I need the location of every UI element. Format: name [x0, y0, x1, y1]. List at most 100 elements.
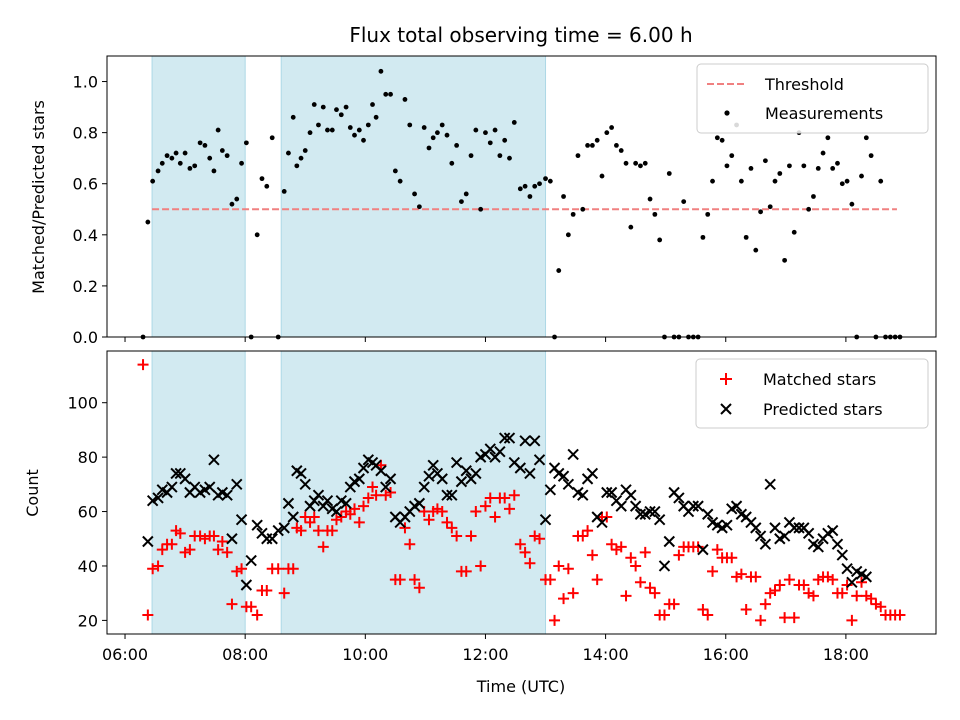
predicted-star-marker — [278, 522, 290, 534]
matched-star-marker — [272, 563, 284, 575]
matched-star-marker — [245, 601, 257, 613]
matched-star-marker — [295, 525, 307, 537]
matched-star-marker — [362, 492, 374, 504]
measurement-point — [767, 204, 773, 210]
measurement-point — [743, 234, 749, 240]
predicted-star-marker — [295, 467, 307, 480]
y-tick-label: 40 — [78, 557, 98, 576]
matched-star-marker — [649, 587, 661, 599]
measurement-point — [825, 135, 831, 141]
predicted-star-marker — [235, 514, 248, 526]
matched-star-marker — [740, 604, 752, 616]
y-tick-label: 0.2 — [73, 277, 98, 296]
matched-star-marker — [508, 489, 520, 501]
predicted-star-marker — [413, 497, 426, 510]
measurement-point — [762, 158, 768, 164]
measurement-point — [197, 140, 203, 146]
measurement-point — [325, 127, 330, 133]
measurement-point — [614, 143, 619, 148]
legend-measurements-swatch — [724, 110, 730, 116]
measurement-point — [468, 153, 474, 159]
matched-star-marker — [436, 506, 448, 518]
measurement-point — [416, 204, 422, 210]
predicted-star-marker — [846, 576, 858, 589]
matched-star-marker — [499, 492, 511, 504]
matched-star-marker — [846, 614, 858, 626]
observing-window-band — [280, 350, 547, 635]
matched-star-marker — [367, 481, 379, 493]
measurement-point — [173, 150, 179, 156]
ratio-y-axis-label: Matched/Predicted stars — [29, 100, 48, 294]
chart-title: Flux total observing time = 6.00 h — [349, 23, 692, 47]
measurement-point — [352, 132, 357, 138]
predicted-star-marker — [455, 475, 468, 488]
matched-star-marker — [851, 590, 863, 602]
predicted-star-marker — [470, 467, 482, 480]
matched-star-marker — [441, 516, 453, 528]
measurement-point — [705, 211, 711, 217]
measurement-point — [412, 191, 417, 197]
measurement-point — [647, 196, 653, 202]
measurement-point — [254, 232, 260, 238]
measurement-point — [307, 130, 313, 136]
matched-star-marker — [856, 576, 868, 588]
matched-star-marker — [404, 538, 416, 550]
measurement-point — [449, 160, 455, 166]
count-legend-box — [695, 358, 929, 429]
matched-star-marker — [783, 574, 795, 586]
predicted-star-marker — [446, 489, 458, 501]
measurement-point — [547, 178, 553, 184]
measurement-point — [719, 137, 725, 143]
measurement-point — [169, 155, 175, 161]
predicted-star-marker — [860, 571, 873, 583]
predicted-star-marker — [384, 473, 397, 485]
measurement-point — [585, 143, 590, 148]
predicted-star-marker — [240, 579, 253, 591]
measurement-point — [430, 135, 436, 141]
matched-star-marker — [755, 614, 767, 626]
measurement-point — [388, 91, 393, 97]
measurement-point — [565, 232, 571, 238]
matched-star-marker — [216, 535, 228, 547]
measurement-point — [302, 148, 308, 153]
matched-star-marker — [208, 530, 220, 542]
matched-star-marker — [409, 574, 421, 586]
matched-star-marker — [692, 541, 704, 553]
measurement-point — [187, 166, 193, 171]
matched-star-marker — [639, 546, 651, 558]
measurement-point — [811, 194, 816, 199]
matched-star-marker — [326, 525, 338, 537]
predicted-star-marker — [601, 486, 613, 499]
matched-star-marker — [137, 359, 149, 371]
measurement-point — [666, 171, 672, 176]
measurement-point — [361, 137, 366, 143]
predicted-star-marker — [692, 500, 704, 512]
matched-star-marker — [308, 511, 320, 523]
matched-star-marker — [348, 503, 360, 515]
measurement-point — [402, 97, 408, 102]
predicted-star-marker — [146, 494, 159, 507]
y-tick-label: 0.6 — [73, 175, 98, 194]
measurement-point — [522, 183, 528, 189]
measurement-point — [863, 135, 869, 141]
measurement-point — [642, 160, 648, 166]
matched-star-marker — [759, 598, 771, 610]
predicted-star-marker — [380, 481, 392, 493]
measurement-point — [748, 166, 754, 171]
matched-star-marker — [586, 549, 598, 561]
predicted-star-marker — [450, 456, 463, 469]
measurement-point — [839, 181, 845, 187]
predicted-star-marker — [629, 500, 642, 512]
measurement-point — [710, 178, 715, 184]
count-x-axis: 06:00 08:00 10:00 12:00 14:00 16:00 18:00 — [102, 634, 869, 664]
measurement-point — [772, 178, 778, 184]
legend-measurements-label: Measurements — [765, 104, 883, 123]
matched-star-marker — [156, 544, 168, 556]
measurement-point — [316, 122, 321, 128]
matched-star-marker — [370, 489, 382, 501]
measurement-point — [294, 163, 300, 169]
ratio-y-axis: 0.0 0.2 0.4 0.6 0.8 1.0 — [73, 73, 107, 347]
measurement-point — [502, 137, 508, 143]
matched-star-marker — [475, 560, 487, 572]
measurement-point — [527, 194, 533, 199]
